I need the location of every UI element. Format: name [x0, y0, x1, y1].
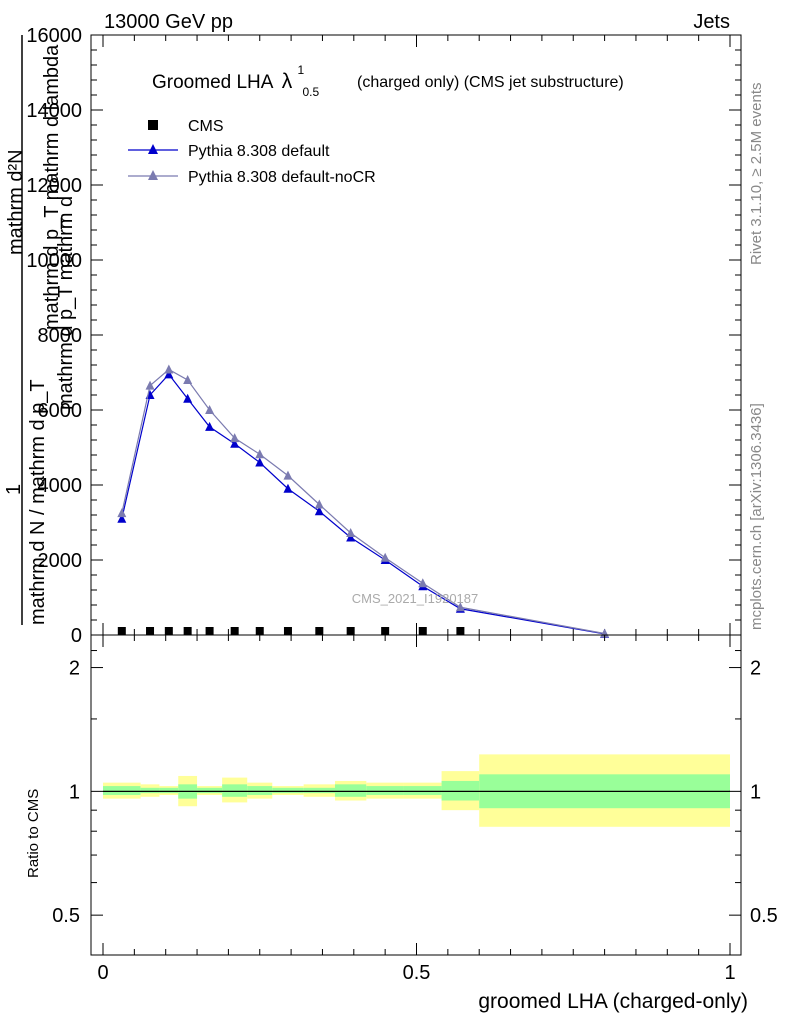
header-jets-label: Jets — [693, 11, 730, 33]
main-axes: 0 2000 4000 6000 8000 10000 12000 14000 16000 — [26, 25, 742, 647]
series-marker — [283, 470, 293, 480]
series-marker — [455, 602, 465, 612]
series-marker — [183, 393, 193, 403]
ratio-y-tick-label-right: 0.5 — [750, 905, 778, 927]
series-marker — [117, 508, 127, 518]
ratio-inner-band — [222, 784, 248, 797]
ratio-y-tick-label-right: 1 — [750, 781, 761, 803]
cms-data-point — [183, 627, 192, 635]
main-y-label-part: mathrm d p_T mathrm d lambda — [41, 44, 63, 330]
ratio-inner-band — [247, 786, 273, 795]
series-marker — [230, 433, 240, 443]
svg-text:Groomed LHA λ 1: Groomed LHA λ 1 0.5 — [152, 58, 319, 99]
analysis-watermark: CMS_2021_I1920187 — [352, 591, 479, 606]
rivet-version-label: Rivet 3.1.10, ≥ 2.5M events — [748, 83, 765, 266]
series-cms — [117, 627, 465, 635]
main-y-tick-label: 8000 — [38, 325, 83, 347]
main-y-label-part: mathrm d²N — [5, 149, 27, 255]
series-marker — [314, 506, 324, 516]
cms-data-point — [456, 627, 465, 635]
legend-marker — [148, 170, 158, 180]
cms-data-point — [117, 627, 126, 635]
ratio-inner-band — [197, 787, 223, 794]
main-series — [117, 364, 610, 638]
ratio-inner-band — [103, 786, 141, 795]
cms-data-point — [146, 627, 155, 635]
legend-label: Pythia 8.308 default-noCR — [188, 169, 376, 186]
main-y-tick-label: 0 — [71, 625, 82, 647]
series-marker — [205, 421, 215, 431]
x-tick-label: 0 — [97, 962, 108, 984]
series-marker — [418, 578, 428, 588]
cms-data-point — [315, 627, 324, 635]
series-line — [121, 373, 605, 635]
series-marker — [183, 375, 193, 384]
cms-data-point — [346, 627, 355, 635]
series-marker — [117, 513, 127, 523]
main-y-tick-label: 14000 — [26, 100, 82, 122]
ratio-inner-band — [366, 786, 404, 795]
ratio-axes: 0.5 0.5 1 1 2 2 0 0.5 1 — [52, 634, 778, 984]
plot-title: Groomed LHA λ 1 0.5 (charged only) (CMS … — [152, 58, 624, 99]
series-marker — [164, 364, 174, 374]
ratio-y-tick-label: 2 — [69, 658, 80, 680]
cms-data-point — [283, 627, 292, 635]
series-marker — [283, 483, 293, 493]
title-superscript: 1 — [297, 63, 304, 77]
ratio-inner-band — [159, 787, 179, 794]
main-y-tick-label: 2000 — [38, 550, 83, 572]
x-tick-label: 1 — [724, 962, 735, 984]
ratio-inner-band — [303, 787, 335, 794]
ratio-inner-band — [334, 784, 367, 797]
series-marker — [145, 380, 155, 390]
main-y-label-part: mathrm d N / mathrm d p_T — [27, 379, 49, 625]
title-subscript: 0.5 — [302, 85, 319, 99]
legend-marker — [148, 144, 158, 154]
series-marker — [230, 438, 240, 448]
cms-data-point — [381, 627, 390, 635]
main-y-tick-label: 12000 — [26, 175, 82, 197]
cms-data-point — [418, 627, 427, 635]
ratio-y-tick-label: 0.5 — [52, 905, 80, 927]
legend-label: Pythia 8.308 default — [188, 143, 330, 160]
main-y-tick-label: 16000 — [26, 25, 82, 47]
cms-data-point — [205, 627, 214, 635]
series-marker — [255, 449, 265, 459]
ratio-inner-band — [272, 787, 304, 794]
ratio-y-tick-label-right: 2 — [750, 658, 761, 680]
series-marker — [205, 405, 215, 414]
ratio-inner-band — [403, 786, 442, 795]
series-marker — [164, 369, 174, 379]
title-subtitle: (charged only) (CMS jet substructure) — [357, 74, 624, 91]
header-energy-label: 13000 GeV pp — [104, 11, 233, 33]
main-y-label-part: mathrm d p_T mathrm d — [55, 196, 77, 410]
series-marker — [255, 457, 265, 467]
legend: CMS Pythia 8.308 default Pythia 8.308 defa… — [128, 118, 376, 186]
cms-data-point — [230, 627, 239, 635]
x-axis-label: groomed LHA (charged-only) — [478, 990, 748, 1013]
main-y-tick-label: 4000 — [38, 475, 83, 497]
main-y-label-part: 1 — [3, 484, 25, 495]
ratio-y-axis-label: Ratio to CMS — [25, 789, 42, 878]
series-marker — [314, 499, 324, 509]
ratio-inner-band — [140, 787, 160, 794]
title-lambda-symbol: λ — [282, 70, 293, 93]
cms-data-point — [164, 627, 173, 635]
series-marker — [346, 528, 356, 537]
ratio-bands — [103, 754, 730, 827]
series-marker — [380, 552, 390, 562]
main-y-tick-label: 6000 — [38, 400, 83, 422]
legend-label: CMS — [188, 118, 224, 135]
cms-data-point — [255, 627, 264, 635]
main-y-tick-label: 10000 — [26, 250, 82, 272]
ratio-inner-band — [441, 780, 480, 801]
legend-marker-cms — [148, 120, 158, 130]
title-text: Groomed LHA — [152, 72, 274, 93]
x-tick-label: 0.5 — [403, 962, 431, 984]
mcplots-label: mcplots.cern.ch [arXiv:1306.3436] — [748, 403, 765, 630]
ratio-y-tick-label: 1 — [69, 781, 80, 803]
